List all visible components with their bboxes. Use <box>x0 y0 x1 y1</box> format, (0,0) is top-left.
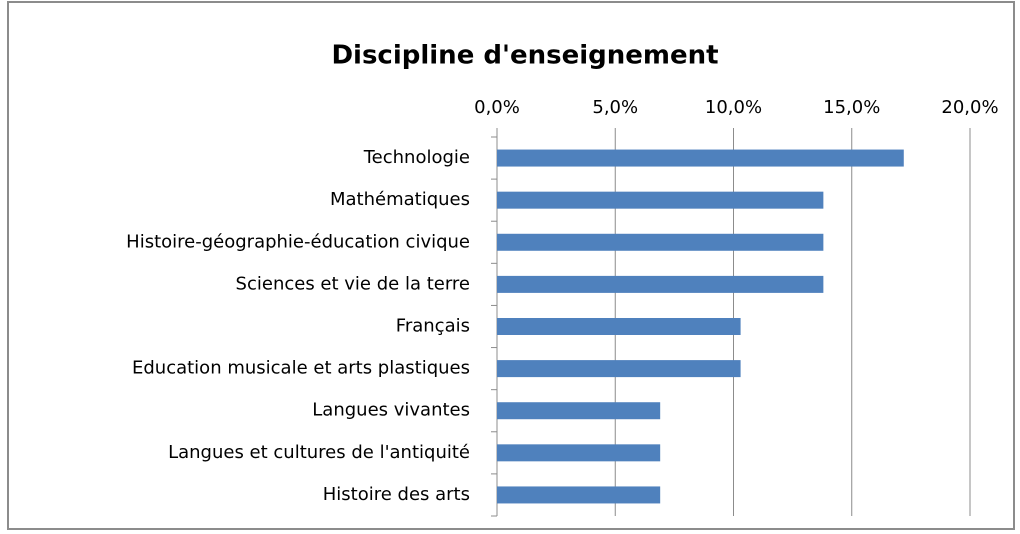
y-tick-label: Langues vivantes <box>312 400 470 421</box>
chart-border <box>7 1 1015 530</box>
bar <box>497 191 824 209</box>
bar <box>497 360 741 378</box>
y-tick-label: Histoire des arts <box>323 484 470 505</box>
x-tick-label: 5,0% <box>592 97 638 118</box>
y-tick-label: Technologie <box>363 147 470 168</box>
bar <box>497 402 661 420</box>
x-tick-label: 15,0% <box>823 97 880 118</box>
y-tick-label: Sciences et vie de la terre <box>236 273 470 294</box>
bar <box>497 275 824 293</box>
bar <box>497 444 661 462</box>
bar <box>497 486 661 504</box>
y-tick-label: Français <box>396 316 470 337</box>
y-tick-label: Mathématiques <box>330 189 470 210</box>
x-tick-label: 20,0% <box>941 97 998 118</box>
y-tick-label: Education musicale et arts plastiques <box>132 358 470 379</box>
bar <box>497 318 741 335</box>
y-tick-label: Langues et cultures de l'antiquité <box>168 442 470 463</box>
x-tick-label: 10,0% <box>705 97 762 118</box>
bar <box>497 149 904 167</box>
bar <box>497 233 824 251</box>
y-tick-label: Histoire-géographie-éducation civique <box>126 231 470 252</box>
x-tick-label: 0,0% <box>474 97 520 118</box>
chart-title: Discipline d'enseignement <box>331 41 718 71</box>
